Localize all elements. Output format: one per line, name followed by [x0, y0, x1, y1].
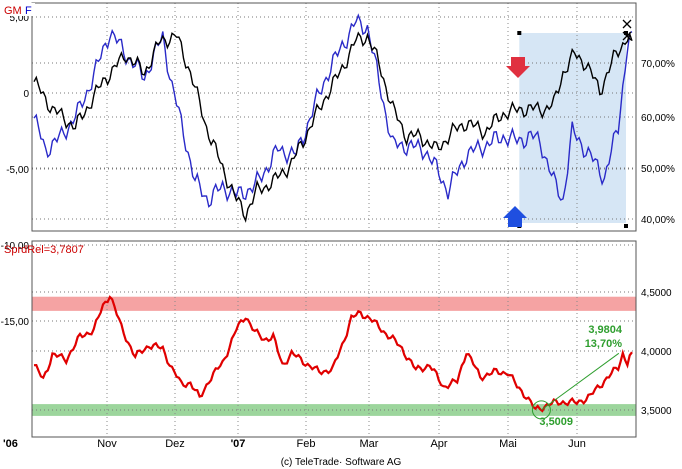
footer-copyright: (c) TeleTrade· Software AG [281, 457, 402, 468]
axis-labels: 5,00 0 -5,00 -10,00 -15,00 70,00% 60,00% 50,00%… [1, 13, 675, 450]
x-tick-label: Apr [430, 438, 447, 450]
highlight-region [519, 33, 626, 223]
label-gm: GM [4, 5, 22, 17]
resistance-band [32, 296, 636, 311]
trend-start-circle [531, 400, 551, 420]
annotation-end-value: 3,9804 [588, 324, 623, 336]
y-right-tick-label: 50,00% [641, 164, 675, 175]
top-label-bg [1, 3, 35, 16]
selection-handle[interactable] [624, 224, 628, 228]
end-marker-icon [622, 31, 632, 41]
end-marker-icon [622, 19, 632, 29]
y-left-tick-label: -5,00 [6, 165, 29, 176]
y-tick-label: 4,0000 [641, 347, 672, 358]
series-line-spread [33, 295, 633, 413]
red-down-arrow-icon [506, 57, 530, 78]
label-sprdrel: SprdRel=3,7807 [4, 244, 84, 256]
x-tick-label: Mar [360, 438, 379, 450]
end-markers [622, 19, 632, 41]
x-tick-label: Mai [499, 438, 517, 450]
x-tick-label: '07 [231, 438, 246, 450]
y-right-tick-label: 70,00% [641, 59, 675, 70]
x-tick-label: '06 [3, 438, 18, 450]
support-band [32, 404, 636, 416]
y-left-tick-label: -15,00 [1, 317, 30, 328]
annotation-start-value: 3,5009 [539, 416, 573, 428]
selection-handle[interactable] [624, 31, 628, 35]
x-tick-label: Nov [97, 438, 117, 450]
y-right-tick-label: 60,00% [641, 113, 675, 124]
y-tick-label: 4,5000 [641, 288, 672, 299]
series-line-f [33, 13, 633, 208]
x-tick-label: Dez [165, 438, 185, 450]
x-tick-label: Feb [297, 438, 316, 450]
label-f: F [25, 5, 32, 17]
annotation-percent: 13,70% [585, 338, 623, 350]
trend-annotation-line [541, 352, 620, 411]
y-tick-label: 3,5000 [641, 406, 672, 417]
x-tick-label: Jun [568, 438, 586, 450]
y-left-tick-label: -10,00 [1, 241, 30, 252]
y-left-tick-label: 5,00 [10, 13, 30, 24]
blue-up-arrow-icon [503, 206, 527, 227]
y-right-tick-label: 40,00% [641, 215, 675, 226]
series-line-gm [33, 31, 633, 223]
y-left-tick-label: 0 [23, 89, 29, 100]
selection-handle[interactable] [517, 31, 522, 35]
